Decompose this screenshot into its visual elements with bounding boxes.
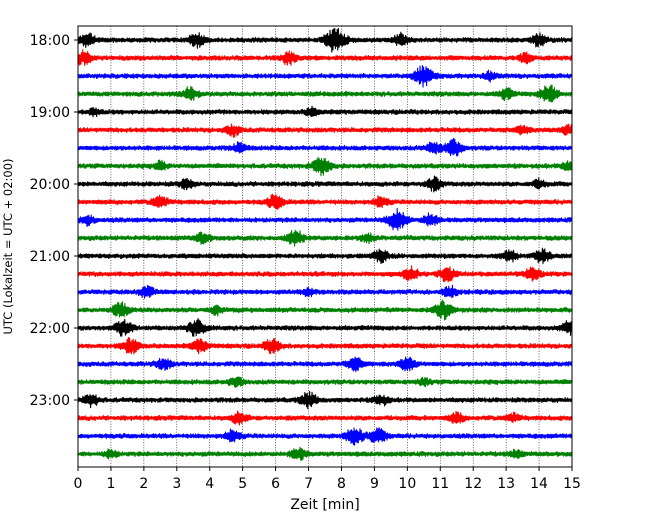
trace-row xyxy=(77,318,573,337)
trace-row xyxy=(77,427,573,446)
trace-row xyxy=(77,284,573,299)
x-tick-label: 7 xyxy=(304,476,313,492)
trace-row xyxy=(77,175,573,193)
trace-row xyxy=(77,356,573,373)
trace-row xyxy=(77,299,573,321)
trace-row xyxy=(77,193,573,210)
trace-row xyxy=(77,446,573,461)
y-tick-label: 18:00 xyxy=(30,33,70,49)
trace-row xyxy=(77,65,573,88)
x-tick-label: 0 xyxy=(74,476,83,492)
trace-row xyxy=(77,105,573,118)
x-tick-label: 5 xyxy=(238,476,247,492)
x-tick-label: 15 xyxy=(563,476,581,492)
trace-row xyxy=(77,390,573,410)
seismic-traces xyxy=(77,27,573,461)
trace-row xyxy=(77,336,573,355)
trace-row xyxy=(77,410,573,426)
trace-row xyxy=(77,247,573,265)
trace-row xyxy=(77,137,573,157)
x-tick-label: 9 xyxy=(370,476,379,492)
trace-row xyxy=(77,229,573,247)
x-axis-label: Zeit [min] xyxy=(290,497,359,513)
trace-row xyxy=(77,208,573,231)
x-tick-label: 12 xyxy=(464,476,482,492)
x-tick-label: 1 xyxy=(106,476,115,492)
x-tick-label: 8 xyxy=(337,476,346,492)
x-tick-label: 4 xyxy=(205,476,214,492)
y-tick-label: 19:00 xyxy=(30,105,70,121)
x-tick-label: 3 xyxy=(172,476,181,492)
plot-frame xyxy=(77,25,573,468)
y-tick-label: 20:00 xyxy=(30,177,70,193)
x-tick-label: 13 xyxy=(497,476,515,492)
trace-row xyxy=(77,156,573,177)
y-tick-label: 23:00 xyxy=(30,393,70,409)
y-axis: 18:00 19:00 20:00 21:00 22:00 23:00 xyxy=(30,33,78,409)
vertical-grid xyxy=(110,26,540,467)
x-tick-label: 14 xyxy=(530,476,548,492)
trace-row xyxy=(77,27,573,53)
trace-row xyxy=(77,376,573,388)
y-tick-label: 21:00 xyxy=(30,249,70,265)
x-tick-label: 2 xyxy=(139,476,148,492)
y-tick-label: 22:00 xyxy=(30,321,70,337)
trace-row xyxy=(77,49,573,66)
x-tick-label: 11 xyxy=(431,476,449,492)
trace-row xyxy=(77,123,573,138)
y-axis-label: UTC (Lokalzeit = UTC + 02:00) xyxy=(1,158,15,334)
trace-row xyxy=(77,265,573,283)
trace-row xyxy=(77,84,573,103)
x-tick-label: 6 xyxy=(271,476,280,492)
x-axis: 0 1 2 3 4 5 6 7 8 9 10 11 12 13 14 15 xyxy=(74,467,581,492)
x-tick-label: 10 xyxy=(398,476,416,492)
